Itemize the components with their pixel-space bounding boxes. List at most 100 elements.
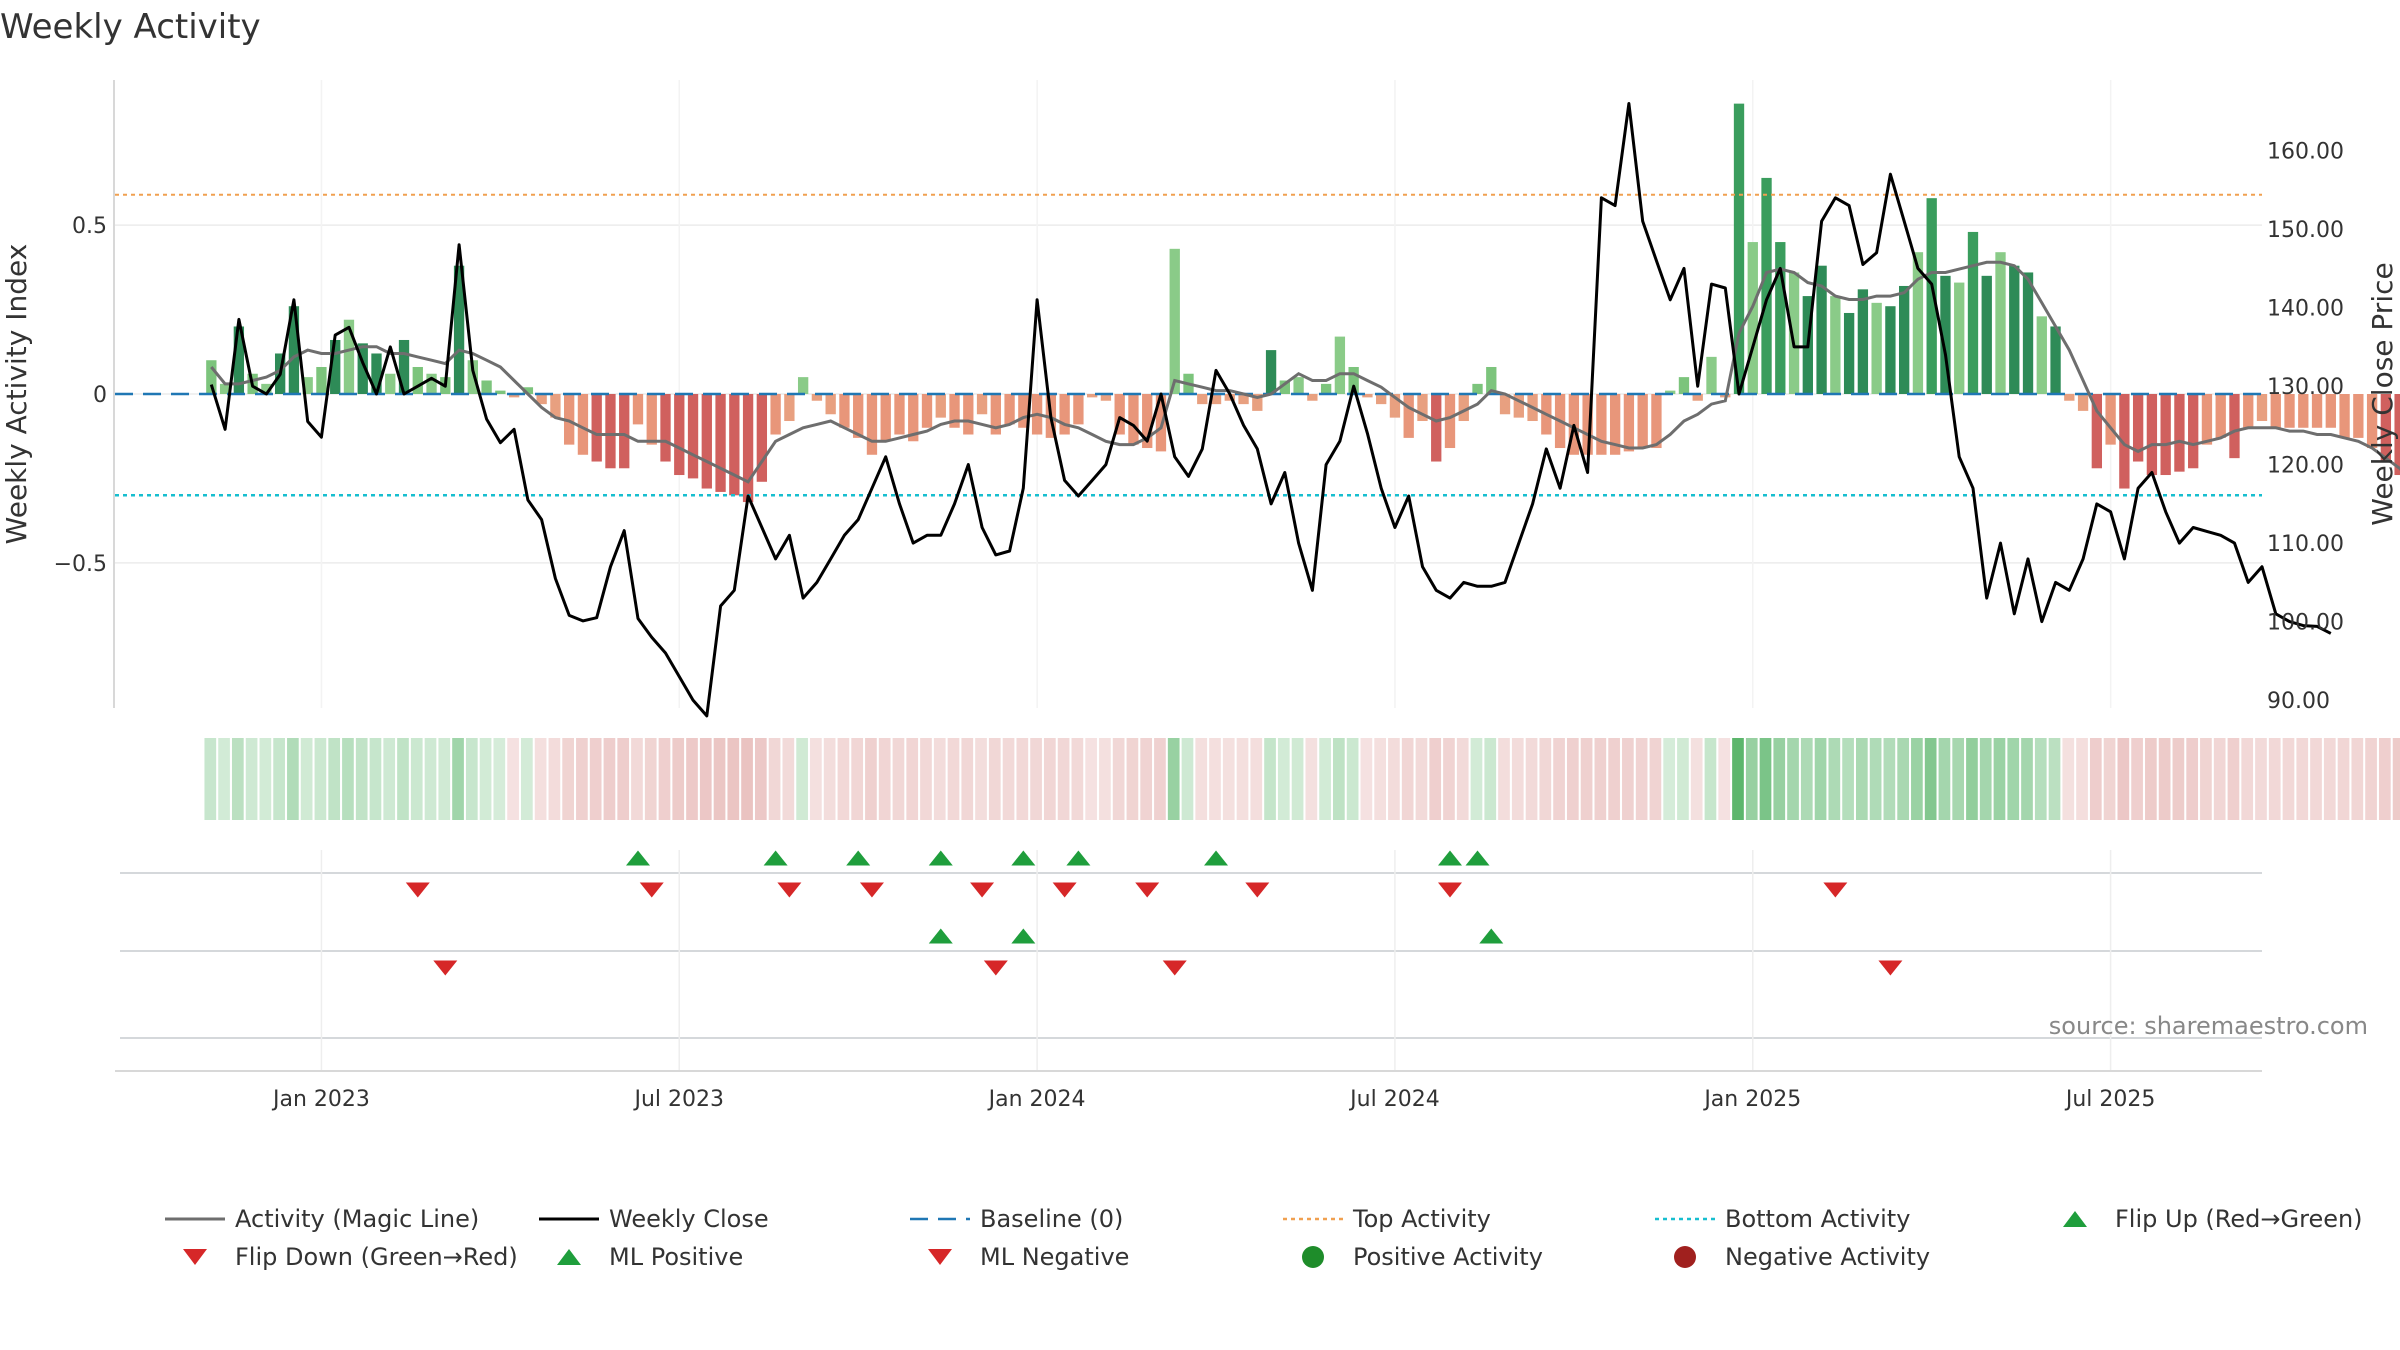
activity-bar [2243, 394, 2254, 428]
strip-cell [713, 738, 726, 820]
activity-bar [1389, 394, 1401, 418]
strip-cell [2310, 738, 2322, 820]
right-tick-label: 140.00 [2267, 297, 2344, 322]
x-tick-label: Jul 2023 [633, 1087, 725, 1112]
strip-cell [2378, 738, 2391, 820]
strip-cell [1470, 738, 1483, 820]
strip-cell [2392, 738, 2400, 820]
strip-cell [1566, 738, 1579, 820]
strip-cell [1787, 738, 1799, 820]
activity-bar [412, 366, 423, 394]
strip-cell [1828, 738, 1841, 820]
activity-bar [2256, 394, 2268, 422]
strip-cell [1635, 738, 1648, 820]
legend-label: Flip Up (Red→Green) [2115, 1205, 2363, 1233]
strip-cell [699, 738, 712, 820]
x-tick-label: Jul 2025 [2064, 1087, 2156, 1112]
right-tick-label: 160.00 [2267, 140, 2344, 165]
activity-bar [839, 394, 850, 428]
strip-cell [342, 738, 354, 820]
activity-bar [1582, 394, 1593, 455]
legend-swatch [1674, 1246, 1696, 1268]
strip-cell [1622, 738, 1634, 820]
legend-label: Negative Activity [1725, 1243, 1930, 1271]
strip-cell [589, 738, 602, 820]
strip-cell [892, 738, 905, 820]
activity-bar [1458, 394, 1469, 422]
activity-bar [908, 394, 919, 442]
legend-item-ml-negative: ML Negative [928, 1243, 1129, 1271]
flip-up-marker [928, 850, 953, 866]
strip-cell [1800, 738, 1813, 820]
activity-bar [784, 394, 795, 422]
activity-bar [2215, 394, 2226, 438]
flip-down-marker [970, 882, 995, 898]
strip-cell [617, 738, 630, 820]
activity-bar [2091, 394, 2103, 469]
activity-bar [811, 394, 823, 401]
strip-cell [383, 738, 396, 820]
activity-bar [1609, 394, 1621, 455]
activity-bar [756, 394, 768, 482]
activity-bar [1499, 394, 1511, 415]
strip-cell [1222, 738, 1235, 820]
activity-bar [1940, 275, 1951, 394]
strip-cell [1553, 738, 1565, 820]
strip-cell [865, 738, 877, 820]
activity-bar [1320, 383, 1332, 394]
activity-bar [1376, 394, 1387, 405]
activity-bar [453, 265, 465, 394]
activity-bar [1912, 252, 1924, 394]
activity-bar [2022, 272, 2034, 394]
activity-bars [206, 103, 2400, 503]
strip-cell [1993, 738, 2006, 820]
activity-bar [1086, 394, 1098, 398]
activity-bar [976, 394, 988, 415]
legend-label: ML Negative [980, 1243, 1129, 1271]
activity-bar [2229, 394, 2240, 459]
activity-bar [1307, 394, 1318, 401]
activity-bar [2077, 394, 2089, 411]
activity-bar [398, 339, 410, 394]
activity-bar [343, 319, 355, 394]
legend-label: Activity (Magic Line) [235, 1205, 479, 1233]
activity-bar [495, 390, 506, 394]
strip-cell [672, 738, 685, 820]
activity-bar [921, 394, 933, 428]
strip-cell [754, 738, 767, 820]
strip-cell [1952, 738, 1965, 820]
strip-cell [2241, 738, 2254, 820]
strip-cell [1250, 738, 1263, 820]
signal-markers [120, 850, 2262, 1070]
activity-bar [1981, 275, 1992, 394]
strip-cell [1539, 738, 1552, 820]
x-axis: Jan 2023 Jul 2023 Jan 2024 Jul 2024 Jan 2025… [115, 1070, 2262, 1112]
strip-cell [933, 738, 946, 820]
activity-bar [1348, 366, 1359, 394]
strip-cell [1718, 738, 1731, 820]
activity-bar [219, 383, 231, 394]
activity-bar [2353, 394, 2364, 438]
activity-bar [1472, 383, 1483, 394]
strip-cell [1236, 738, 1249, 820]
strip-cell [1264, 738, 1276, 820]
activity-bar [1073, 394, 1084, 425]
activity-bar [1128, 394, 1139, 445]
activity-bar [1899, 285, 1910, 394]
activity-bar [646, 394, 657, 445]
activity-bar [742, 394, 754, 503]
strip-cell [2365, 738, 2377, 820]
strip-cell [2048, 738, 2061, 820]
legend-label: Positive Activity [1353, 1243, 1543, 1271]
strip-cell [1979, 738, 1992, 820]
strip-cell [1443, 738, 1455, 820]
activity-bar [1954, 282, 1965, 394]
strip-cell [1346, 738, 1359, 820]
strip-cell [1167, 738, 1180, 820]
strip-cell [245, 738, 258, 820]
legend-label: Weekly Close [609, 1205, 769, 1233]
strip-cell [465, 738, 478, 820]
strip-cell [1319, 738, 1331, 820]
strip-cell [2145, 738, 2157, 820]
strip-cell [355, 738, 368, 820]
